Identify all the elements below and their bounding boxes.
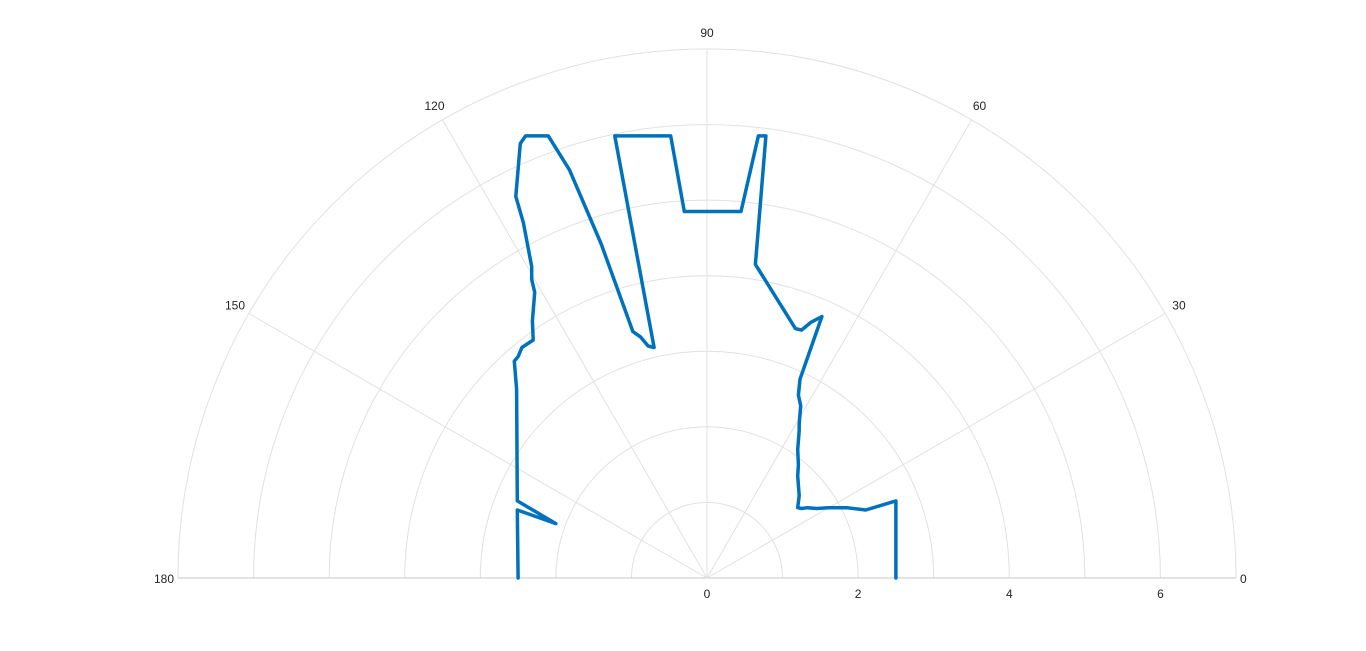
grid-spoke [706, 119, 972, 579]
theta-tick-label: 60 [973, 99, 987, 113]
polar-grid [177, 48, 1237, 579]
polar-tick-labels: 0 30 60 90 120 150 180 0 2 4 6 [154, 26, 1247, 601]
r-tick-label: 6 [1157, 587, 1164, 601]
r-tick-label: 2 [855, 587, 862, 601]
theta-tick-label: 120 [424, 99, 444, 113]
polar-series [512, 134, 898, 580]
grid-spoke [248, 313, 708, 579]
theta-tick-label: 0 [1240, 572, 1247, 586]
r-tick-label: 0 [704, 587, 711, 601]
theta-tick-label: 150 [225, 299, 245, 313]
series-line [512, 134, 898, 580]
theta-tick-label: 90 [700, 26, 714, 40]
grid-spoke [706, 313, 1166, 579]
theta-tick-label: 30 [1172, 299, 1186, 313]
r-tick-label: 4 [1006, 587, 1013, 601]
grid-spoke [442, 119, 708, 579]
theta-tick-label: 180 [154, 572, 174, 586]
